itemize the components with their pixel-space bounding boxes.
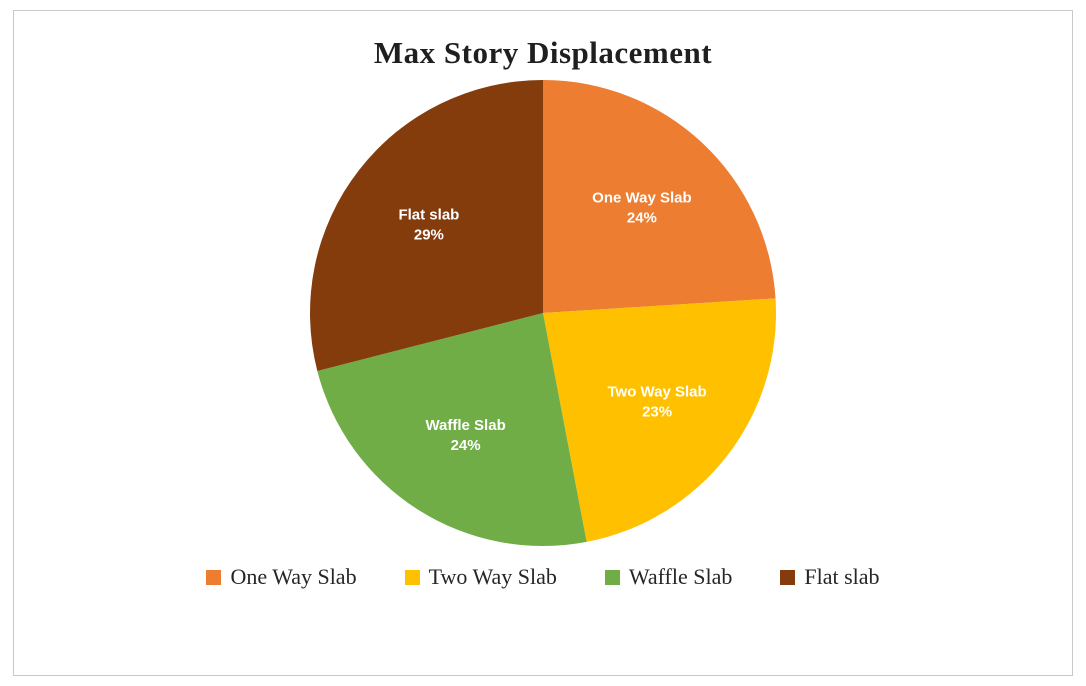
legend-item: Waffle Slab (604, 564, 733, 590)
legend-marker (604, 569, 620, 585)
pie-slice (310, 80, 543, 371)
pie-slice (317, 313, 587, 546)
legend-item: Two Way Slab (404, 564, 557, 590)
slice-label: Flat slab 29% (398, 207, 459, 244)
legend-marker (404, 569, 420, 585)
legend-label: Waffle Slab (628, 564, 733, 589)
legend-label: Flat slab (804, 564, 880, 589)
chart-area: Max Story Displacement One Way Slab 24% Tw… (13, 10, 1073, 676)
legend-item: One Way Slab (206, 564, 357, 590)
pie-slice (543, 80, 776, 313)
slice-label: One Way Slab 24% (592, 190, 691, 227)
legend-marker (206, 569, 222, 585)
legend-marker (780, 569, 796, 585)
legend: One Way Slab Two Way Slab Waffle Slab Flat … (206, 564, 880, 590)
legend-label: One Way Slab (230, 564, 357, 589)
pie-chart-wrap: One Way Slab 24% Two Way Slab 23% Waffle Sla… (307, 77, 779, 554)
legend-label: Two Way Slab (428, 564, 557, 589)
slice-label: Two Way Slab 23% (608, 384, 707, 421)
pie-slice (543, 298, 776, 542)
legend-item: Flat slab (780, 564, 880, 590)
slice-label: Waffle Slab 24% (425, 417, 505, 454)
pie-chart: One Way Slab 24% Two Way Slab 23% Waffle Sla… (310, 80, 776, 546)
chart-title: Max Story Displacement (373, 35, 713, 70)
